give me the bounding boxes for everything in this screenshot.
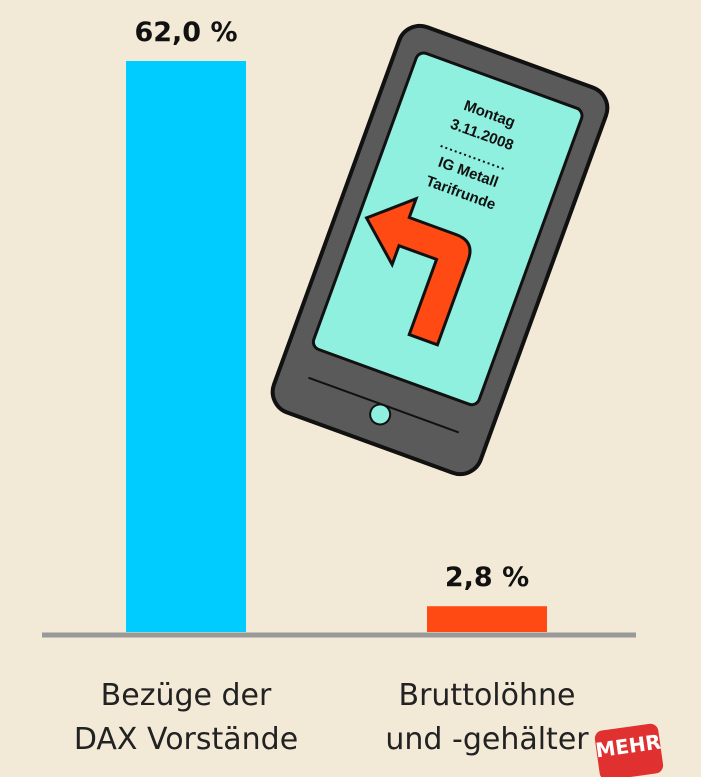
phone-illustration: Montag 3.11.2008 IG Metall Tarifrunde (267, 20, 614, 481)
chart: Montag 3.11.2008 IG Metall Tarifrunde ME… (0, 0, 701, 777)
value-label: 62,0 % (134, 17, 237, 48)
category-label: Bruttolöhne und -gehälter (337, 674, 637, 762)
category-label: Bezüge der DAX Vorstände (36, 674, 336, 762)
value-label: 2,8 % (445, 562, 529, 593)
page: Montag 3.11.2008 IG Metall Tarifrunde ME… (0, 0, 701, 777)
bar (126, 61, 246, 632)
bar (427, 606, 547, 632)
